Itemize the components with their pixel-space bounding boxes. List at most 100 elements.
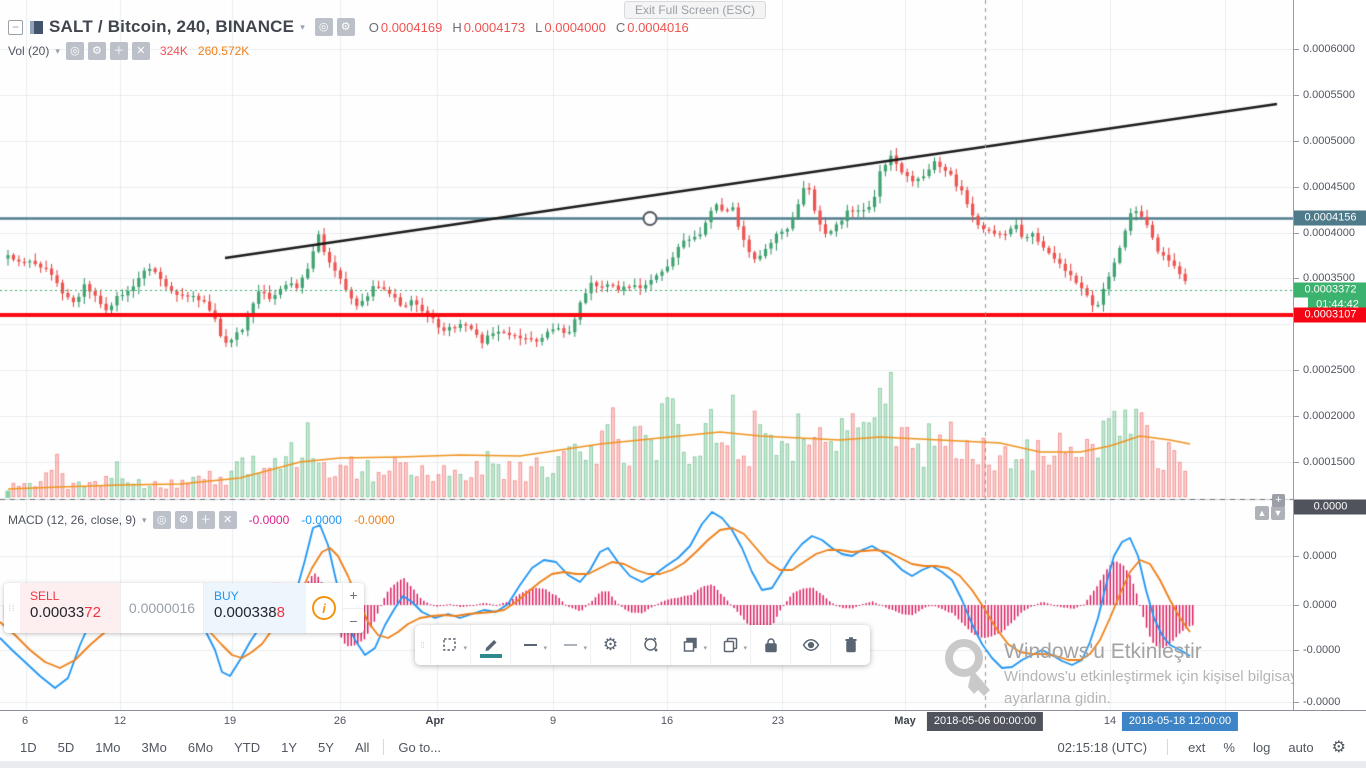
pane-maximize-icon[interactable]: + [1272, 494, 1285, 507]
copy-icon [723, 637, 737, 653]
color-swatch [480, 654, 502, 658]
range-button-1d[interactable]: 1D [20, 739, 37, 755]
decrease-button[interactable]: − [349, 612, 358, 629]
range-button-5d[interactable]: 5D [57, 739, 75, 755]
series-icon [30, 20, 43, 34]
macd-indicator-label: MACD (12, 26, close, 9) [8, 513, 137, 527]
clock-utc[interactable]: 02:15:18 (UTC) [1057, 739, 1148, 755]
add-alert-button[interactable] [630, 625, 670, 665]
toggle-ext[interactable]: ext [1188, 739, 1206, 755]
macd-tick-label: -0.0000 [1294, 644, 1366, 656]
add-indicator-icon[interactable]: ＋ [196, 511, 215, 529]
volume-indicator-row: Vol (20) ▾ ◎ ⚙ ＋ ✕ 324K 260.572K [8, 42, 249, 60]
volume-value: 324K [159, 44, 188, 58]
buy-price-accent: 8 [276, 604, 285, 621]
range-button-3mo[interactable]: 3Mo [141, 739, 167, 755]
draw-color-button[interactable] [470, 625, 510, 665]
order-button[interactable]: ▾ [670, 625, 710, 665]
indicator-settings-icon[interactable]: ⚙ [174, 511, 193, 529]
divider [383, 739, 385, 755]
gear-icon: ⚙ [602, 635, 619, 654]
range-button-ytd[interactable]: YTD [234, 739, 261, 755]
info-icon: i [312, 596, 336, 620]
chart-header: − SALT / Bitcoin, 240, BINANCE ▾ ◎ ⚙ O 0… [8, 16, 689, 38]
hide-series-icon[interactable]: ◎ [314, 18, 333, 36]
price-tick-label: 0.0005500 [1294, 89, 1366, 101]
volume-ma-value: 260.572K [197, 44, 250, 58]
move-pane-down-icon[interactable]: ▼ [1271, 506, 1285, 520]
goto-date-button[interactable]: Go to... [398, 739, 442, 755]
chevron-down-icon[interactable]: ▾ [300, 21, 305, 32]
lock-button[interactable] [750, 625, 790, 665]
toggle-percent[interactable]: % [1223, 739, 1235, 755]
thin-line-icon [563, 644, 577, 646]
sell-label: SELL [30, 589, 60, 603]
exit-fullscreen-tooltip: Exit Full Screen (ESC) [624, 1, 767, 19]
eye-icon [802, 639, 819, 651]
symbol-title[interactable]: SALT / Bitcoin, 240, BINANCE [49, 17, 295, 36]
range-button-1y[interactable]: 1Y [281, 739, 298, 755]
line-width-button[interactable]: ▾ [550, 625, 590, 665]
toggle-log[interactable]: log [1252, 739, 1271, 755]
hide-indicator-icon[interactable]: ◎ [65, 42, 84, 60]
price-tick-label: 0.0004500 [1294, 181, 1366, 193]
macd-tick-label: 0.0000 [1294, 550, 1366, 562]
move-pane-up-icon[interactable]: ▲ [1255, 506, 1269, 520]
drag-handle-icon[interactable]: ⁞⁞ [420, 640, 425, 650]
buy-price: 0.000338 [214, 604, 277, 621]
price-tick-label: 0.0001500 [1294, 456, 1366, 468]
macd-value: -0.0000 [301, 513, 342, 527]
toggle-auto[interactable]: auto [1288, 739, 1314, 755]
trade-info-button[interactable]: i [306, 583, 342, 633]
remove-indicator-icon[interactable]: ✕ [218, 511, 237, 529]
chevron-down-icon[interactable]: ▾ [142, 514, 147, 525]
volume-indicator-label: Vol (20) [8, 44, 50, 58]
drag-handle-icon[interactable]: ⁞⁞ [8, 603, 16, 613]
price-axis[interactable]: 0.0006000 0.0005500 0.0005000 0.0004500 0.00… [1293, 0, 1366, 710]
drawing-settings-button[interactable]: ⚙ [590, 625, 630, 665]
price-tick-label: 0.0002500 [1294, 364, 1366, 376]
chevron-down-icon: ▾ [703, 645, 707, 652]
macd-value: -0.0000 [248, 513, 290, 527]
divider [1167, 739, 1169, 755]
time-tick-label: 26 [333, 715, 347, 727]
collapse-pane-icon[interactable]: − [8, 19, 23, 35]
chevron-down-icon: ▾ [743, 645, 747, 652]
add-indicator-icon[interactable]: ＋ [109, 42, 128, 60]
price-tick-label: 0.0004000 [1294, 227, 1366, 239]
sell-button[interactable]: SELL 0.0003372 [20, 583, 120, 633]
increase-button[interactable]: + [343, 583, 364, 609]
remove-indicator-icon[interactable]: ✕ [131, 42, 150, 60]
macd-value: -0.0000 [353, 513, 395, 527]
line-style-button[interactable]: ▾ [510, 625, 550, 665]
ohlc-readout: O 0.0004169 H 0.0004173 L 0.0004000 C 0.… [369, 20, 689, 35]
selection-box-button[interactable]: ▾ [430, 625, 470, 665]
trash-icon [845, 637, 856, 653]
layers-icon [683, 637, 697, 652]
range-button-1mo[interactable]: 1Mo [95, 739, 121, 755]
time-tick-label: 16 [660, 715, 674, 727]
hide-indicator-icon[interactable]: ◎ [152, 511, 171, 529]
price-tick-label: 0.0005000 [1294, 135, 1366, 147]
chevron-down-icon[interactable]: ▾ [55, 45, 60, 56]
clone-button[interactable]: ▾ [710, 625, 750, 665]
spread-value: 0.0000016 [120, 583, 204, 633]
range-button-6mo[interactable]: 6Mo [187, 739, 214, 755]
buy-label: BUY [214, 589, 239, 603]
hide-button[interactable] [790, 625, 830, 665]
chart-settings-gear-icon[interactable]: ⚙ [1331, 739, 1346, 756]
range-button-5y[interactable]: 5Y [318, 739, 334, 755]
high-value: 0.0004173 [463, 19, 526, 35]
time-axis[interactable]: 6 12 19 26 Apr 9 16 23 May 14 2018-05-06 00:00:00 2… [0, 710, 1366, 733]
low-value: 0.0004000 [544, 19, 606, 35]
series-settings-icon[interactable]: ⚙ [336, 18, 355, 36]
buy-button[interactable]: BUY 0.0003388 [204, 583, 306, 633]
time-badge: 2018-05-18 12:00:00 [1121, 712, 1239, 731]
delete-button[interactable] [830, 625, 870, 665]
indicator-settings-icon[interactable]: ⚙ [87, 42, 106, 60]
price-tick-label: 0.0003500 [1294, 272, 1366, 284]
time-tick-label: 23 [771, 715, 785, 727]
range-button-all[interactable]: All [354, 739, 370, 755]
low-label: L [535, 19, 543, 35]
